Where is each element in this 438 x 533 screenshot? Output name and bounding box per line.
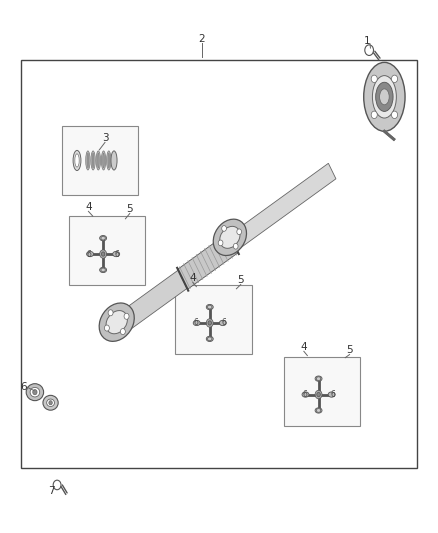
Ellipse shape xyxy=(102,153,104,168)
Ellipse shape xyxy=(75,154,79,167)
Circle shape xyxy=(104,325,110,331)
Ellipse shape xyxy=(26,384,44,401)
Text: 6: 6 xyxy=(115,249,120,259)
Ellipse shape xyxy=(47,399,54,407)
Ellipse shape xyxy=(87,252,94,257)
Text: 5: 5 xyxy=(237,275,244,285)
Ellipse shape xyxy=(91,151,95,170)
Text: 6: 6 xyxy=(21,382,27,392)
Circle shape xyxy=(233,244,238,249)
Bar xyxy=(284,357,360,425)
Ellipse shape xyxy=(206,304,213,310)
Circle shape xyxy=(33,390,37,395)
Ellipse shape xyxy=(73,150,81,171)
Ellipse shape xyxy=(99,267,106,272)
Circle shape xyxy=(371,75,377,83)
Text: 3: 3 xyxy=(102,133,108,143)
Ellipse shape xyxy=(208,337,212,341)
Ellipse shape xyxy=(101,236,105,240)
Polygon shape xyxy=(108,270,187,339)
Ellipse shape xyxy=(43,395,58,410)
Ellipse shape xyxy=(106,151,111,170)
Ellipse shape xyxy=(219,320,226,326)
Text: 4: 4 xyxy=(85,202,92,212)
Circle shape xyxy=(218,240,223,246)
Ellipse shape xyxy=(106,311,127,334)
Circle shape xyxy=(49,401,52,405)
Ellipse shape xyxy=(328,392,335,397)
Polygon shape xyxy=(178,232,238,289)
Ellipse shape xyxy=(108,153,110,168)
Ellipse shape xyxy=(30,387,40,397)
Circle shape xyxy=(208,321,212,325)
Circle shape xyxy=(124,313,129,319)
Ellipse shape xyxy=(98,153,99,168)
Ellipse shape xyxy=(302,392,309,397)
Ellipse shape xyxy=(86,151,90,170)
Ellipse shape xyxy=(315,376,322,381)
Ellipse shape xyxy=(96,151,100,170)
Circle shape xyxy=(365,45,374,55)
Ellipse shape xyxy=(372,76,396,118)
Text: 4: 4 xyxy=(300,342,307,352)
Ellipse shape xyxy=(208,305,212,309)
Ellipse shape xyxy=(376,82,393,111)
Circle shape xyxy=(317,392,320,397)
Ellipse shape xyxy=(380,89,389,105)
Circle shape xyxy=(392,75,398,83)
Ellipse shape xyxy=(111,151,117,170)
Text: 5: 5 xyxy=(127,204,133,214)
Circle shape xyxy=(206,319,213,327)
Ellipse shape xyxy=(99,236,106,241)
Circle shape xyxy=(108,310,113,316)
Text: 6: 6 xyxy=(330,390,335,399)
Bar xyxy=(62,126,138,195)
Text: 7: 7 xyxy=(48,486,55,496)
Ellipse shape xyxy=(113,252,120,257)
Ellipse shape xyxy=(99,303,134,341)
Circle shape xyxy=(237,229,241,235)
Ellipse shape xyxy=(316,377,321,381)
Circle shape xyxy=(53,480,61,490)
Ellipse shape xyxy=(101,268,105,272)
Text: 6: 6 xyxy=(302,390,307,399)
Polygon shape xyxy=(230,163,336,251)
Circle shape xyxy=(315,390,322,399)
Bar xyxy=(21,60,417,468)
Ellipse shape xyxy=(101,151,106,170)
Ellipse shape xyxy=(315,408,322,413)
Circle shape xyxy=(120,328,125,335)
Bar xyxy=(176,285,252,354)
Ellipse shape xyxy=(193,320,200,326)
Text: 4: 4 xyxy=(190,273,196,283)
Ellipse shape xyxy=(92,153,94,168)
Ellipse shape xyxy=(87,153,89,168)
Text: 2: 2 xyxy=(198,34,205,44)
Ellipse shape xyxy=(206,336,213,342)
Ellipse shape xyxy=(364,62,405,131)
Text: 6: 6 xyxy=(221,319,226,327)
Circle shape xyxy=(371,111,377,118)
Circle shape xyxy=(392,111,398,118)
Text: 6: 6 xyxy=(87,249,92,259)
Ellipse shape xyxy=(213,219,247,255)
Circle shape xyxy=(101,252,105,256)
Ellipse shape xyxy=(316,409,321,413)
Text: 6: 6 xyxy=(194,319,198,327)
Ellipse shape xyxy=(220,227,240,248)
Text: 5: 5 xyxy=(346,345,353,356)
Bar xyxy=(69,216,145,285)
Circle shape xyxy=(222,225,226,231)
Text: 1: 1 xyxy=(364,36,370,46)
Circle shape xyxy=(99,250,106,259)
